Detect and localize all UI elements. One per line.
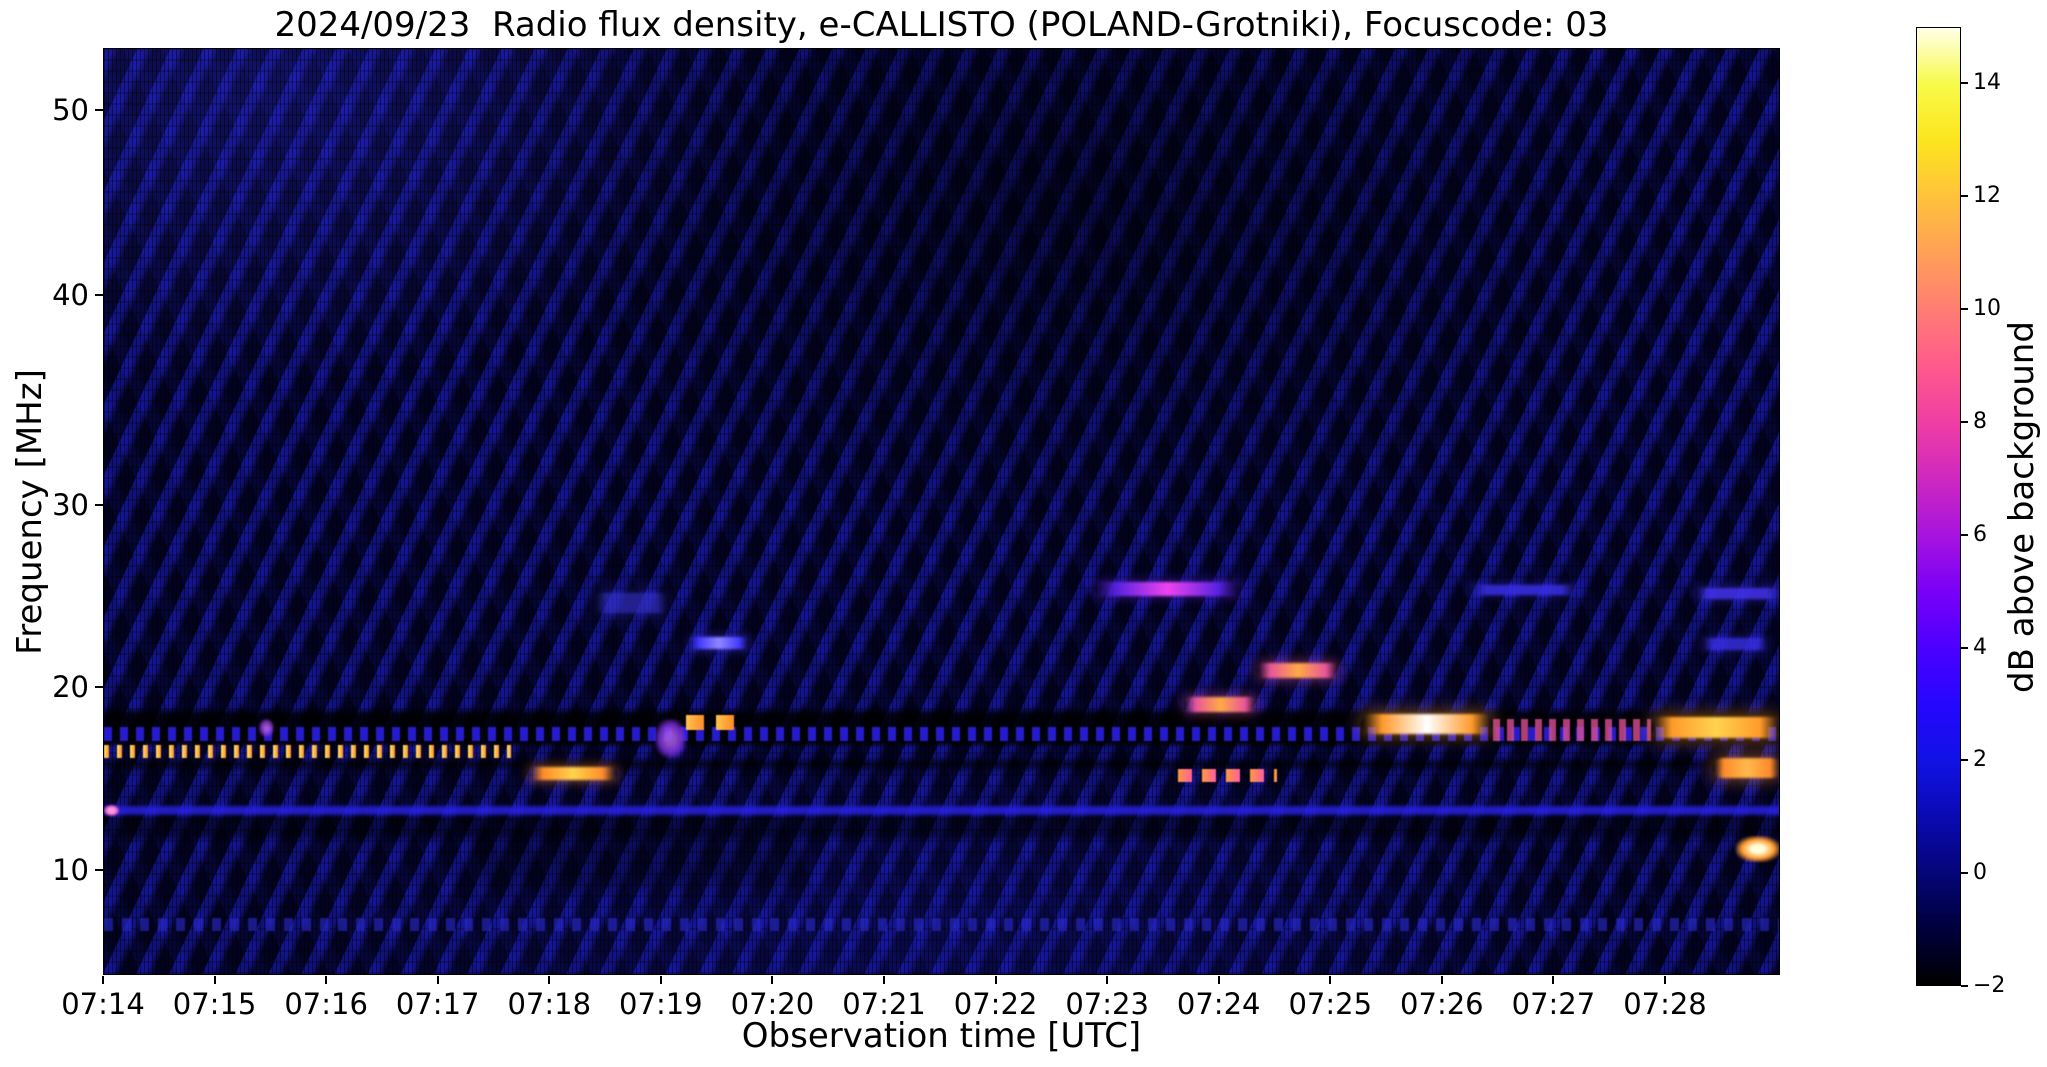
colorbar-label: dB above background [2002, 321, 2042, 693]
x-tick-label: 07:26 [1400, 987, 1484, 1021]
colorbar-tick-label: 12 [1973, 183, 2001, 209]
x-tick-label: 07:23 [1065, 987, 1149, 1021]
feature-pink-blip-left-13mhz [104, 805, 119, 817]
y-tick-label: 20 [52, 670, 89, 704]
feature-pink-dashes-0724-15p5mhz [1178, 768, 1277, 783]
x-tick-mark [213, 976, 216, 984]
feature-violet-wedge-0719 [655, 719, 687, 758]
x-tick-label: 07:28 [1623, 987, 1707, 1021]
x-tick-mark [325, 976, 328, 984]
x-tick-label: 07:15 [172, 987, 257, 1021]
y-tick-mark [95, 294, 103, 296]
x-tick-mark [1106, 976, 1109, 984]
feature-bright-streak-0726-18mhz [1361, 713, 1494, 734]
colorbar-tick-mark [1961, 872, 1968, 875]
x-tick-mark [771, 976, 774, 984]
feature-orange-dashes-0719-18mhz [686, 715, 743, 731]
x-tick-mark [1329, 976, 1332, 984]
colorbar-tick-label: 14 [1973, 70, 2001, 96]
x-tick-label: 07:14 [61, 987, 145, 1021]
feature-faint-blue-25mhz-right [1695, 587, 1779, 599]
colorbar-tick-mark [1961, 533, 1968, 536]
y-tick-mark [95, 504, 103, 506]
x-tick-label: 07:18 [507, 987, 592, 1021]
feature-yellow-blob-right-11mhz [1736, 836, 1779, 862]
colorbar-tick-mark [1961, 985, 1968, 987]
x-tick-label: 07:27 [1511, 987, 1596, 1021]
feature-blue-smudge-0719-24p5mhz [593, 593, 669, 614]
feature-faint-blue-22mhz-right [1700, 637, 1769, 650]
x-axis-label: Observation time [UTC] [741, 1016, 1142, 1056]
colorbar [1916, 27, 1961, 986]
x-tick-mark [102, 976, 104, 984]
colorbar-tick-label: 4 [1973, 634, 1987, 660]
feature-blue-dash-row-17mhz [104, 727, 1779, 742]
x-tick-label: 07:24 [1176, 987, 1261, 1021]
y-axis-label: Frequency [MHz] [10, 369, 50, 655]
x-tick-mark [659, 976, 662, 984]
plot-title: 2024/09/23 Radio flux density, e-CALLIST… [274, 5, 1609, 45]
feature-pink-streak-0724-21mhz [1256, 662, 1340, 678]
y-tick-mark [95, 109, 103, 111]
x-tick-label: 07:17 [395, 987, 480, 1021]
y-tick-label: 50 [52, 93, 89, 127]
colorbar-tick-mark [1961, 420, 1968, 423]
feature-magenta-streak-25mhz-0723 [1093, 582, 1241, 597]
feature-pink-streak-0724-19mhz [1184, 697, 1257, 712]
x-tick-label: 07:25 [1288, 987, 1373, 1021]
colorbar-tick-label: 2 [1973, 747, 1987, 773]
colorbar-tick-label: 0 [1973, 860, 1987, 886]
y-tick-mark [95, 686, 103, 688]
feature-faint-blue-25mhz-0726 [1468, 585, 1579, 596]
x-tick-mark [548, 976, 551, 984]
x-tick-mark [1440, 976, 1443, 984]
y-tick-label: 40 [52, 278, 89, 312]
x-tick-label: 07:20 [730, 987, 815, 1021]
colorbar-tick-label: 6 [1973, 521, 1987, 547]
x-tick-label: 07:19 [619, 987, 703, 1021]
x-tick-mark [882, 976, 885, 984]
x-tick-label: 07:16 [284, 987, 368, 1021]
feature-blue-streak-0719-22p5mhz [688, 637, 749, 649]
x-tick-mark [1663, 976, 1666, 984]
colorbar-tick-mark [1961, 759, 1968, 762]
colorbar-tick-mark [1961, 308, 1968, 311]
feature-pink-dash-band-0726 [1493, 719, 1652, 742]
spectrogram-plot [103, 48, 1780, 975]
colorbar-tick-label: −2 [1973, 973, 2006, 998]
x-tick-label: 07:22 [953, 987, 1038, 1021]
colorbar-tick-label: 10 [1973, 296, 2001, 322]
y-tick-label: 10 [52, 853, 89, 887]
x-tick-label: 07:21 [842, 987, 926, 1021]
spectrogram-features [104, 49, 1779, 974]
feature-dark-patch-bottom-0718 [472, 834, 807, 890]
feature-blue-dot-row-7mhz [104, 917, 1779, 931]
feature-yellow-streak-0718-15p5mhz [529, 766, 618, 781]
feature-dark-band-15-16mhz [104, 759, 1779, 771]
x-tick-mark [994, 976, 997, 984]
feature-rfi-dotted-line-16p5mhz [104, 744, 512, 759]
feature-dark-band-12mhz [104, 816, 1779, 839]
x-tick-mark [436, 976, 439, 984]
colorbar-tick-label: 8 [1973, 408, 1987, 434]
feature-orange-streak-0727-18mhz [1651, 717, 1779, 739]
colorbar-tick-mark [1961, 195, 1968, 198]
feature-purple-blip-0715 [259, 719, 274, 738]
colorbar-tick-mark [1961, 82, 1968, 85]
x-tick-mark [1217, 976, 1220, 984]
x-tick-mark [1552, 976, 1555, 984]
colorbar-tick-mark [1961, 646, 1968, 649]
y-tick-mark [95, 869, 103, 871]
feature-orange-streak-right-15p5mhz [1712, 757, 1779, 778]
feature-blue-line-13p5mhz [104, 806, 1779, 816]
y-tick-label: 30 [52, 488, 89, 522]
